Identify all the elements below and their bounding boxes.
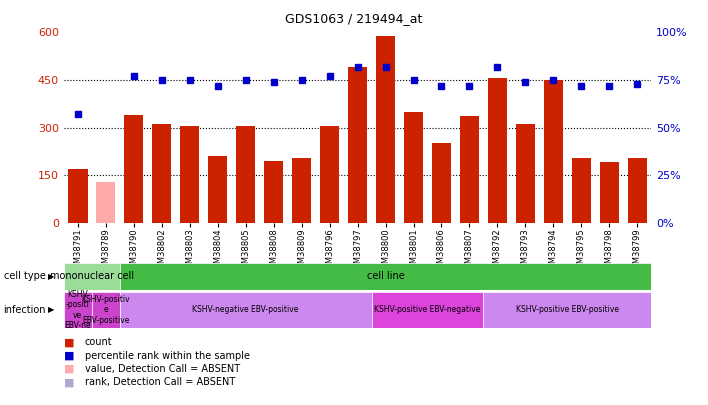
- Text: ■: ■: [64, 364, 74, 374]
- Text: cell line: cell line: [367, 271, 404, 281]
- Bar: [92, 292, 120, 328]
- Text: KSHV
-positi
ve
EBV-ne: KSHV -positi ve EBV-ne: [64, 290, 91, 330]
- Text: ■: ■: [64, 337, 74, 347]
- Text: KSHV-positive EBV-positive: KSHV-positive EBV-positive: [516, 305, 619, 314]
- Bar: [571, 158, 591, 223]
- Text: value, Detection Call = ABSENT: value, Detection Call = ABSENT: [85, 364, 240, 374]
- Text: KSHV-positiv
e
EBV-positive: KSHV-positiv e EBV-positive: [81, 295, 130, 325]
- Bar: [236, 126, 256, 223]
- Bar: [180, 126, 200, 223]
- Bar: [152, 124, 171, 223]
- Bar: [64, 292, 92, 328]
- Bar: [432, 143, 451, 223]
- Bar: [208, 156, 227, 223]
- Bar: [376, 36, 395, 223]
- Text: KSHV-negative EBV-positive: KSHV-negative EBV-positive: [193, 305, 299, 314]
- Text: mononuclear cell: mononuclear cell: [50, 271, 134, 281]
- Bar: [68, 169, 88, 223]
- Text: ▶: ▶: [47, 305, 55, 314]
- Bar: [484, 292, 651, 328]
- Bar: [600, 162, 620, 223]
- Bar: [120, 292, 372, 328]
- Bar: [64, 263, 120, 290]
- Bar: [348, 67, 367, 223]
- Text: GDS1063 / 219494_at: GDS1063 / 219494_at: [285, 12, 423, 25]
- Bar: [96, 181, 115, 223]
- Bar: [488, 79, 507, 223]
- Bar: [627, 158, 647, 223]
- Bar: [372, 292, 484, 328]
- Text: infection: infection: [4, 305, 46, 315]
- Bar: [544, 80, 563, 223]
- Text: KSHV-positive EBV-negative: KSHV-positive EBV-negative: [375, 305, 481, 314]
- Text: ▶: ▶: [47, 272, 55, 281]
- Bar: [292, 158, 312, 223]
- Bar: [515, 124, 535, 223]
- Text: percentile rank within the sample: percentile rank within the sample: [85, 351, 250, 360]
- Bar: [320, 126, 339, 223]
- Bar: [264, 161, 283, 223]
- Text: cell type: cell type: [4, 271, 45, 281]
- Text: count: count: [85, 337, 113, 347]
- Bar: [459, 117, 479, 223]
- Text: rank, Detection Call = ABSENT: rank, Detection Call = ABSENT: [85, 377, 235, 387]
- Text: ■: ■: [64, 351, 74, 360]
- Text: ■: ■: [64, 377, 74, 387]
- Bar: [124, 115, 144, 223]
- Bar: [404, 112, 423, 223]
